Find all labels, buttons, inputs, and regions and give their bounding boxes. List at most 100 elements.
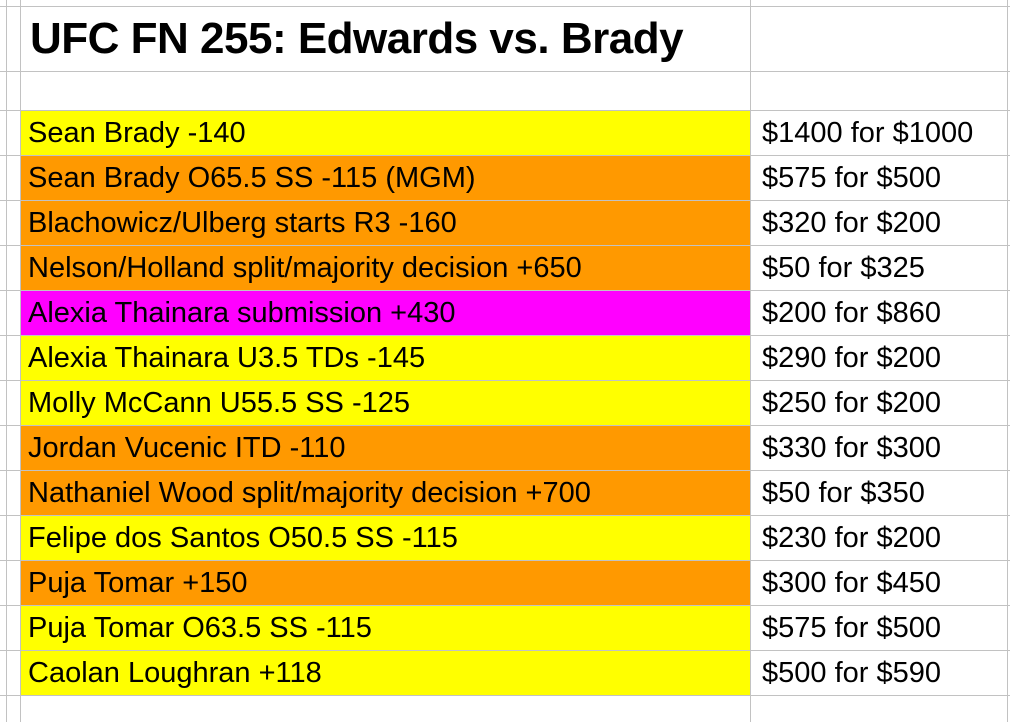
partial-row-bottom xyxy=(0,696,1010,722)
title-row: UFC FN 255: Edwards vs. Brady xyxy=(0,7,1010,72)
cell-right-edge xyxy=(1008,336,1010,381)
bet-label: Puja Tomar +150 xyxy=(28,566,248,599)
cell-empty[interactable] xyxy=(21,72,751,111)
bet-label-cell[interactable]: Nathaniel Wood split/majority decision +… xyxy=(21,471,751,516)
cell-left-margin[interactable] xyxy=(0,471,7,516)
cell-right-edge xyxy=(1008,471,1010,516)
cell-narrow-column[interactable] xyxy=(7,561,21,606)
table-row: Caolan Loughran +118 $500 for $590 xyxy=(0,651,1010,696)
cell-left-margin[interactable] xyxy=(0,246,7,291)
cell-left-margin[interactable] xyxy=(0,381,7,426)
page-title: UFC FN 255: Edwards vs. Brady xyxy=(30,14,684,63)
bet-label: Caolan Loughran +118 xyxy=(28,656,322,689)
cell-narrow-column[interactable] xyxy=(7,516,21,561)
table-row: Puja Tomar O63.5 SS -115 $575 for $500 xyxy=(0,606,1010,651)
table-row: Nathaniel Wood split/majority decision +… xyxy=(0,471,1010,516)
bet-label-cell[interactable]: Molly McCann U55.5 SS -125 xyxy=(21,381,751,426)
cell-right-edge xyxy=(1008,516,1010,561)
cell-narrow-column[interactable] xyxy=(7,72,21,111)
payout-cell[interactable]: $300 for $450 xyxy=(751,561,1008,606)
payout-value: $500 for $590 xyxy=(762,656,941,689)
bet-label: Jordan Vucenic ITD -110 xyxy=(28,431,346,464)
cell-left-margin[interactable] xyxy=(0,201,7,246)
payout-value: $1400 for $1000 xyxy=(762,116,974,149)
bet-label: Sean Brady -140 xyxy=(28,116,246,149)
cell-narrow-column[interactable] xyxy=(7,291,21,336)
cell-left-margin[interactable] xyxy=(0,7,7,72)
cell-empty xyxy=(751,0,1008,7)
bet-table: Sean Brady -140 $1400 for $1000 Sean Brady… xyxy=(0,111,1010,696)
payout-cell[interactable]: $250 for $200 xyxy=(751,381,1008,426)
cell-narrow-column[interactable] xyxy=(7,651,21,696)
bet-label: Felipe dos Santos O50.5 SS -115 xyxy=(28,521,458,554)
partial-row-top xyxy=(0,0,1010,7)
cell-narrow-column[interactable] xyxy=(7,111,21,156)
payout-cell[interactable]: $330 for $300 xyxy=(751,426,1008,471)
payout-cell[interactable]: $575 for $500 xyxy=(751,606,1008,651)
cell-left-margin[interactable] xyxy=(0,72,7,111)
cell-right-edge xyxy=(1008,201,1010,246)
sheet-title-cell[interactable]: UFC FN 255: Edwards vs. Brady xyxy=(21,7,751,72)
payout-cell[interactable]: $50 for $325 xyxy=(751,246,1008,291)
cell-left-margin[interactable] xyxy=(0,336,7,381)
cell-narrow-column[interactable] xyxy=(7,471,21,516)
cell-left-margin[interactable] xyxy=(0,156,7,201)
cell-left-margin[interactable] xyxy=(0,291,7,336)
payout-cell[interactable]: $1400 for $1000 xyxy=(751,111,1008,156)
cell-narrow-column[interactable] xyxy=(7,336,21,381)
cell-narrow-column[interactable] xyxy=(7,201,21,246)
cell-narrow-column xyxy=(7,0,21,7)
bet-label-cell[interactable]: Alexia Thainara U3.5 TDs -145 xyxy=(21,336,751,381)
bet-label-cell[interactable]: Caolan Loughran +118 xyxy=(21,651,751,696)
cell-empty[interactable] xyxy=(21,696,751,722)
bet-label-cell[interactable]: Sean Brady -140 xyxy=(21,111,751,156)
cell-empty[interactable] xyxy=(751,72,1008,111)
table-row: Felipe dos Santos O50.5 SS -115 $230 for … xyxy=(0,516,1010,561)
payout-cell[interactable]: $500 for $590 xyxy=(751,651,1008,696)
cell-narrow-column[interactable] xyxy=(7,606,21,651)
table-row: Jordan Vucenic ITD -110 $330 for $300 xyxy=(0,426,1010,471)
cell-empty xyxy=(21,0,751,7)
payout-value: $230 for $200 xyxy=(762,521,941,554)
cell-left-margin xyxy=(0,0,7,7)
bet-label: Alexia Thainara U3.5 TDs -145 xyxy=(28,341,426,374)
cell-left-margin[interactable] xyxy=(0,561,7,606)
bet-label-cell[interactable]: Sean Brady O65.5 SS -115 (MGM) xyxy=(21,156,751,201)
payout-value: $50 for $350 xyxy=(762,476,925,509)
bet-label-cell[interactable]: Alexia Thainara submission +430 xyxy=(21,291,751,336)
cell-left-margin[interactable] xyxy=(0,651,7,696)
payout-value: $200 for $860 xyxy=(762,296,941,329)
payout-cell[interactable]: $50 for $350 xyxy=(751,471,1008,516)
cell-left-margin[interactable] xyxy=(0,516,7,561)
cell-narrow-column[interactable] xyxy=(7,156,21,201)
payout-cell[interactable]: $230 for $200 xyxy=(751,516,1008,561)
cell-right-edge xyxy=(1008,426,1010,471)
cell-left-margin[interactable] xyxy=(0,111,7,156)
cell-narrow-column[interactable] xyxy=(7,381,21,426)
cell-right-edge xyxy=(1008,651,1010,696)
bet-label-cell[interactable]: Jordan Vucenic ITD -110 xyxy=(21,426,751,471)
cell-left-margin[interactable] xyxy=(0,606,7,651)
bet-label: Alexia Thainara submission +430 xyxy=(28,296,456,329)
payout-value: $320 for $200 xyxy=(762,206,941,239)
cell-narrow-column[interactable] xyxy=(7,426,21,471)
bet-label-cell[interactable]: Puja Tomar O63.5 SS -115 xyxy=(21,606,751,651)
cell-empty[interactable] xyxy=(751,696,1008,722)
bet-label-cell[interactable]: Felipe dos Santos O50.5 SS -115 xyxy=(21,516,751,561)
payout-value: $50 for $325 xyxy=(762,251,925,284)
bet-label-cell[interactable]: Nelson/Holland split/majority decision +… xyxy=(21,246,751,291)
payout-cell[interactable]: $320 for $200 xyxy=(751,201,1008,246)
empty-row xyxy=(0,72,1010,111)
payout-cell[interactable]: $200 for $860 xyxy=(751,291,1008,336)
cell-empty[interactable] xyxy=(751,7,1008,72)
cell-right-edge xyxy=(1008,72,1010,111)
bet-label-cell[interactable]: Puja Tomar +150 xyxy=(21,561,751,606)
payout-cell[interactable]: $290 for $200 xyxy=(751,336,1008,381)
cell-narrow-column xyxy=(7,696,21,722)
bet-label-cell[interactable]: Blachowicz/Ulberg starts R3 -160 xyxy=(21,201,751,246)
cell-narrow-column[interactable] xyxy=(7,7,21,72)
bet-label: Blachowicz/Ulberg starts R3 -160 xyxy=(28,206,457,239)
cell-narrow-column[interactable] xyxy=(7,246,21,291)
cell-left-margin[interactable] xyxy=(0,426,7,471)
payout-cell[interactable]: $575 for $500 xyxy=(751,156,1008,201)
